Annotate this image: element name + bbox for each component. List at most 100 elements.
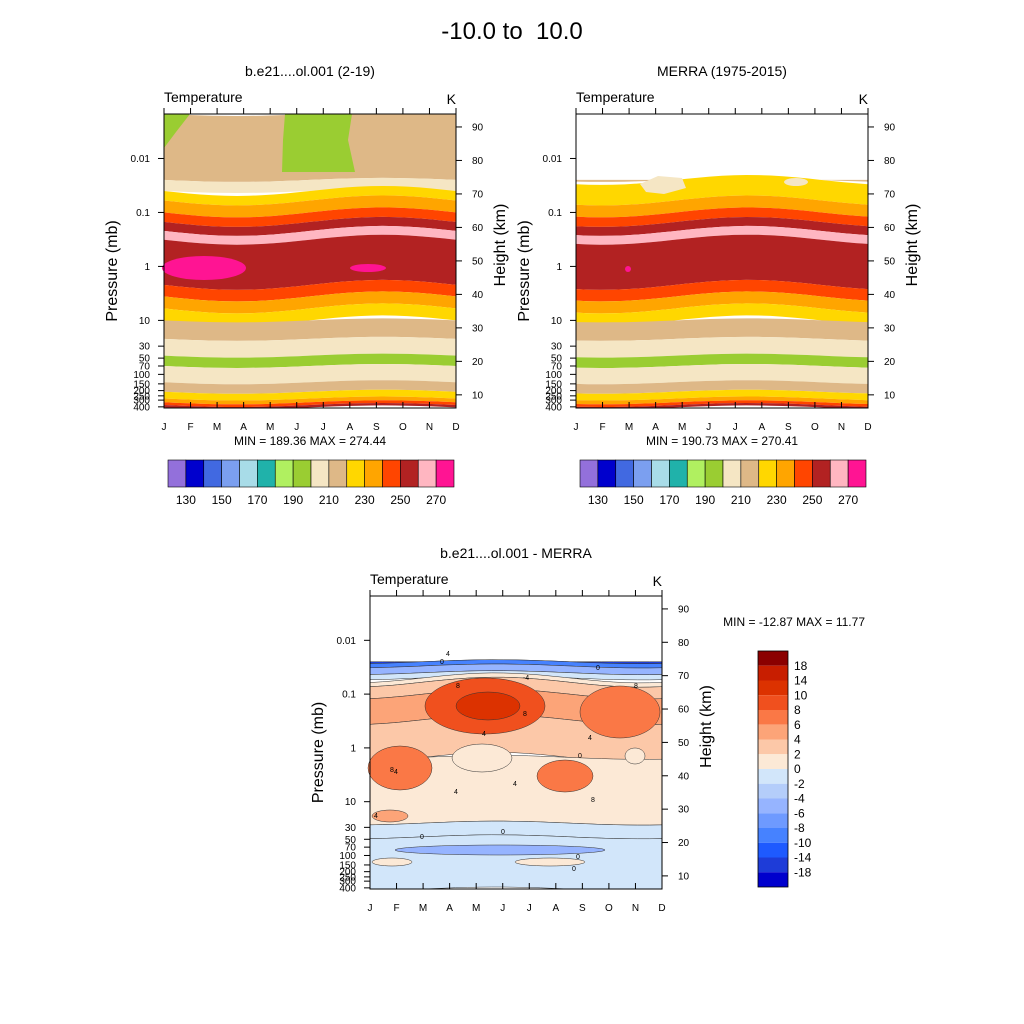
figure-title: -10.0 to 10.0 (441, 18, 583, 45)
contour-band (576, 195, 868, 218)
colorbar-label: 18 (794, 659, 808, 673)
colorbar-swatch (758, 813, 788, 828)
contour-band (164, 279, 456, 302)
feature-patch (514, 857, 586, 867)
colorbar-swatch (651, 459, 670, 488)
colorbar-swatch (328, 459, 348, 488)
colorbar-swatch (758, 872, 788, 887)
x-tick-label: M (625, 422, 633, 433)
colorbar-swatch (185, 459, 205, 488)
colorbar: 130 150 170 190 210 230 250 270 (579, 459, 867, 507)
x-tick-label: D (864, 422, 871, 433)
colorbar-swatch (758, 680, 788, 696)
colorbar-swatch (615, 459, 634, 488)
colorbar-label: -18 (794, 865, 812, 879)
y-tick-label: 50 (345, 835, 357, 846)
contour-band (576, 353, 868, 368)
feature-patch (536, 759, 594, 793)
y2-tick-label: 10 (472, 390, 484, 401)
y-tick-label: 70 (139, 362, 151, 373)
x-tick-label: J (706, 422, 711, 433)
x-tick-label: M (213, 422, 221, 433)
contour-label: 8 (390, 767, 394, 774)
y-tick-label: 1 (144, 262, 150, 273)
y-tick-label: 70 (345, 843, 357, 854)
y2-tick-label: 40 (884, 290, 896, 301)
colorbar-frame (757, 650, 789, 888)
x-tick-label: M (266, 422, 274, 433)
colorbar-swatch (758, 665, 788, 681)
colorbar-label: 170 (659, 493, 679, 507)
colorbar-label: -2 (794, 777, 805, 791)
contour-band (164, 195, 456, 218)
colorbar-swatch (812, 459, 831, 488)
colorbar-swatch (758, 754, 788, 769)
chart-panel-model: J F M A M J J A S O N D0.010.1110305070100150200250… (104, 63, 509, 507)
colorbar-label: 130 (588, 493, 608, 507)
min-max-stats: MIN = 190.73 MAX = 270.41 (646, 434, 798, 448)
y-tick-label: 30 (551, 342, 563, 353)
y-tick-label: 300 (545, 396, 562, 407)
colorbar-label: 130 (176, 493, 196, 507)
x-tick-label: O (605, 903, 613, 914)
y-tick-label: 150 (133, 379, 150, 390)
contour-band (576, 234, 868, 290)
x-tick-label: F (187, 422, 193, 433)
x-tick-label: J (162, 422, 167, 433)
colorbar-label: 190 (695, 493, 715, 507)
colorbar-swatch (274, 459, 294, 488)
y-tick-label: 200 (339, 867, 356, 878)
contour-band (576, 303, 868, 326)
colorbar-label: 2 (794, 747, 801, 761)
colorbar-label: 10 (794, 688, 808, 702)
y-axis-label: Pressure (mb) (516, 220, 533, 321)
x-tick-label: J (321, 422, 326, 433)
y-tick-label: 10 (345, 797, 357, 808)
y2-tick-label: 80 (472, 156, 484, 167)
y2-tick-label: 80 (678, 638, 690, 649)
colorbar-label: 14 (794, 674, 808, 688)
colorbar-swatch (722, 459, 742, 488)
contour-band (164, 396, 456, 405)
y2-tick-label: 40 (472, 290, 484, 301)
y-tick-label: 150 (545, 379, 562, 390)
colorbar-swatch (669, 459, 688, 488)
feature-patch (394, 844, 606, 856)
x-tick-label: M (678, 422, 686, 433)
colorbar-label: 170 (247, 493, 267, 507)
chart-panel-merra: J F M A M J J A S O N D0.010.1110305070100150200250… (516, 63, 921, 507)
y2-tick-label: 70 (678, 671, 690, 682)
colorbar-swatch (221, 459, 240, 488)
x-tick-label: A (552, 903, 559, 914)
y-tick-label: 30 (345, 823, 357, 834)
contour-label: 4 (513, 781, 517, 788)
colorbar-label: 250 (802, 493, 822, 507)
colorbar-label: 230 (767, 493, 787, 507)
contour-band (576, 318, 868, 341)
colorbar-swatch (758, 842, 788, 858)
y2-axis-label: Height (km) (904, 204, 921, 287)
y-tick-label: 30 (139, 342, 151, 353)
min-max-stats: MIN = -12.87 MAX = 11.77 (723, 615, 865, 629)
contour-label: 4 (454, 789, 458, 796)
x-tick-label: A (240, 422, 247, 433)
contour-band (164, 225, 456, 245)
colorbar-swatch (758, 798, 788, 814)
contour-label: 8 (634, 683, 638, 690)
contour-label: 0 (596, 665, 600, 672)
contour-band (576, 225, 868, 245)
y-tick-label: 300 (339, 877, 356, 888)
feature-patch (784, 178, 808, 186)
y-tick-label: 0.1 (136, 208, 150, 219)
colorbar-swatch (758, 783, 788, 799)
feature-patch (455, 691, 521, 721)
colorbar-swatch (203, 459, 222, 488)
feature-patch (371, 809, 409, 823)
contour-band (576, 400, 868, 407)
feature-patch (625, 266, 631, 272)
colorbar-label: -6 (794, 806, 805, 820)
contour-band (164, 364, 456, 385)
colorbar-label: 270 (838, 493, 858, 507)
feature-patch (162, 256, 246, 280)
